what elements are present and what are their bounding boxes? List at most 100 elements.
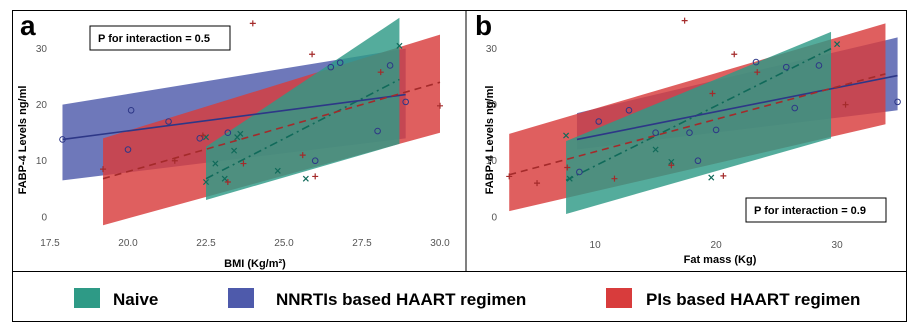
x-tick-label: 17.5 [40,238,60,249]
pi-point [309,51,316,58]
nnrti-fit-line [576,74,898,141]
pi-point [312,173,319,180]
x-tick-label: 22.5 [196,238,216,249]
interaction-box [89,25,231,51]
pi-fit-line [102,81,441,180]
naive-point [668,158,675,165]
naive-point [237,130,244,137]
pi-point [199,132,206,139]
legend-label-nnrti: NNRTIs based HAART regimen [276,290,526,309]
axes: 17.5 20.0 22.5 25.0 27.5 30.0 0 10 20 30 [36,44,450,249]
nnrti-point [686,129,693,137]
naive-point [566,175,573,182]
y-axis-label: FABP-4 Levels ng/ml [484,86,496,195]
legend-swatch-pi [606,288,632,308]
nnrti-point [752,58,760,66]
naive-point [834,41,841,48]
y-axis-label: FABP-4 Levels ng/ml [17,86,29,195]
x-tick-label: 10 [590,240,602,251]
y-tick-label: 10 [36,156,48,167]
nnrti-point [652,129,659,137]
x-tick-label: 20.0 [118,238,138,249]
x-axis-label: Fat mass (Kg) [684,254,757,266]
x-axis-label: BMI (Kg/m²) [224,258,286,270]
data-points [59,20,443,186]
nnrti-point [59,136,66,143]
nnrti-point [402,98,409,106]
naive-point [202,179,210,186]
panel-letter-b: b [475,10,492,41]
nnrti-point [694,157,702,165]
legend-swatch-nnrti [228,288,254,308]
pi-point [437,102,443,109]
pi-point [668,162,675,169]
naive-ci-band [566,31,832,214]
pi-point [240,160,247,167]
pi-point [564,164,571,171]
y-tick-label: 10 [486,156,498,167]
x-tick-label: 25.0 [274,238,294,249]
legend-label-pi: PIs based HAART regimen [646,290,860,309]
pi-point [534,180,541,187]
pi-point [377,69,384,76]
naive-point [274,167,281,174]
interaction-annotation: P for interaction = 0.9 [754,205,866,217]
pi-point [224,179,231,186]
nnrti-point [327,63,335,71]
legend-box [12,271,907,322]
nnrti-point [712,126,720,134]
pi-point [709,90,716,97]
pi-point [720,172,727,179]
data-points [506,17,901,187]
y-tick-label: 0 [491,212,497,223]
nnrti-point [386,62,394,69]
pi-point [611,175,618,182]
naive-point [221,175,228,182]
naive-point [302,175,309,182]
nnrti-point [165,118,172,125]
nnrti-point [224,129,232,137]
axes: 10 20 30 0 10 20 30 [486,44,843,251]
y-tick-label: 30 [36,44,48,55]
x-tick-label: 20 [711,240,723,251]
x-tick-label: 30.0 [430,238,450,249]
nnrti-fit-line [62,93,406,141]
y-tick-label: 30 [486,44,498,55]
nnrti-point [782,63,790,71]
y-tick-label: 20 [486,100,498,111]
pi-point [249,20,256,27]
y-tick-label: 20 [36,100,48,111]
legend-swatch-naive [74,288,100,308]
pi-point [100,166,107,173]
nnrti-point [127,106,135,114]
pi-point [506,173,513,180]
nnrti-point [894,98,901,106]
pi-point [171,157,178,164]
x-tick-label: 30 [832,240,844,251]
naive-point [652,146,659,153]
nnrti-point [374,127,381,135]
fit-lines [62,78,441,180]
pi-fit-line [509,73,886,176]
panel-letter-a: a [20,10,36,41]
naive-point [708,174,715,181]
nnrti-point [595,118,603,125]
nnrti-point [311,157,319,165]
naive-point [231,147,238,154]
ci-bands [62,17,440,226]
ci-bands [509,23,898,214]
naive-point [212,160,219,167]
pi-point [681,17,688,24]
legend: Naive NNRTIs based HAART regimen PIs bas… [74,288,860,309]
interaction-annotation: P for interaction = 0.5 [98,33,210,45]
nnrti-point [336,59,344,66]
nnrti-point [124,146,132,153]
pi-point [754,69,761,76]
nnrti-point [625,106,633,114]
naive-fit-line [205,78,400,180]
nnrti-point [576,168,583,176]
x-tick-label: 27.5 [352,238,372,249]
pi-point [842,101,849,108]
